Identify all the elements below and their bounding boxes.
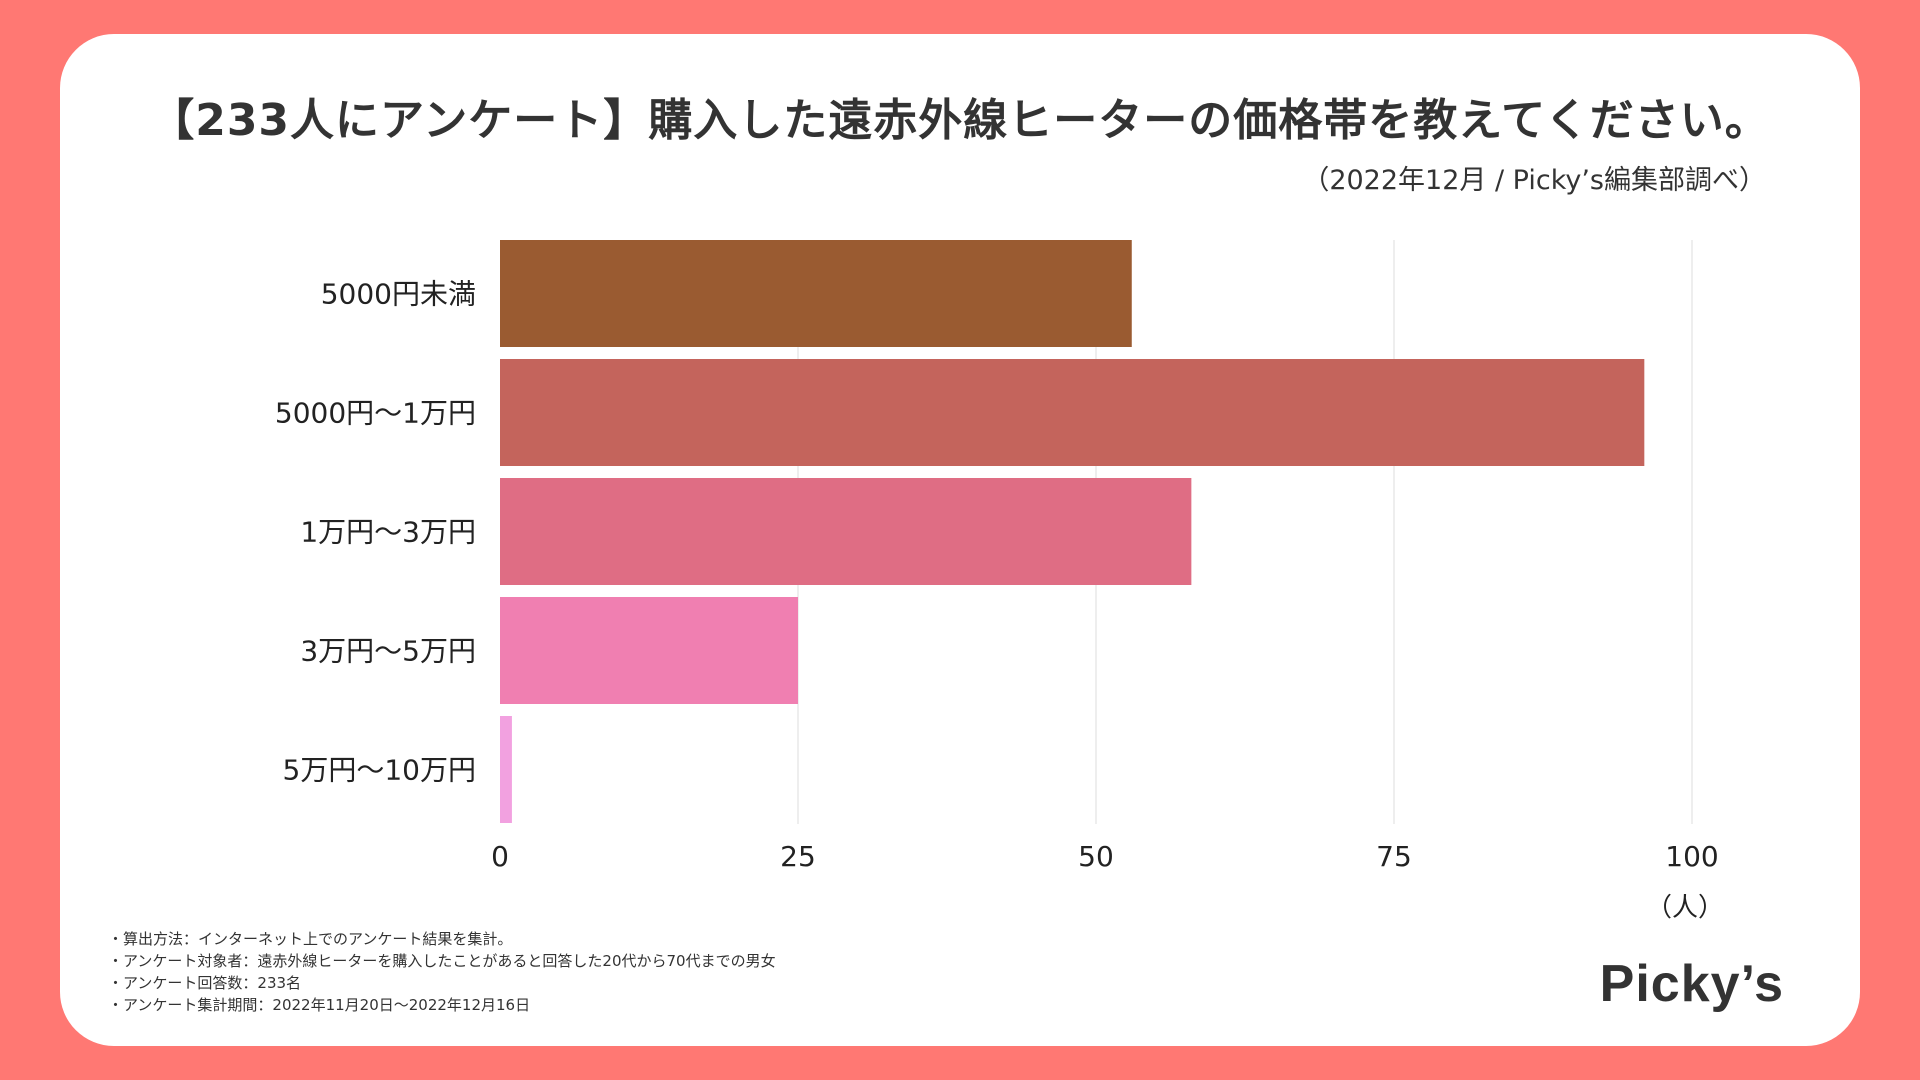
category-label: 5000円未満 [321,278,476,311]
bar-chart: 5000円未満 5000円〜1万円 1万円〜3万円 3万円〜5万円 5万円〜10万円 0… [275,240,1724,923]
bar [500,359,1645,466]
bar [500,597,798,704]
note-count: ・アンケート回答数：233名 [108,974,302,992]
bar [500,478,1192,585]
x-tick-label: 25 [780,840,816,873]
survey-notes: ・算出方法：インターネット上でのアンケート結果を集計。 ・アンケート対象者：遠赤… [108,928,776,1016]
x-tick-label: 100 [1665,840,1718,873]
x-tick-label: 0 [491,840,509,873]
chart-subtitle: （2022年12月 / Picky’s編集部調べ） [1302,165,1766,196]
category-label: 1万円〜3万円 [300,516,476,549]
note-target: ・アンケート対象者：遠赤外線ヒーターを購入したことがあると回答した20代から70… [108,952,776,970]
category-label: 3万円〜5万円 [300,635,476,668]
category-label: 5000円〜1万円 [275,397,476,430]
category-label: 5万円〜10万円 [283,754,476,787]
x-tick-label: 50 [1078,840,1114,873]
chart-title: 【233人にアンケート】購入した遠赤外線ヒーターの価格帯を教えてください。 [150,95,1770,146]
bar [500,240,1132,347]
note-period: ・アンケート集計期間：2022年11月20日〜2022年12月16日 [108,996,531,1014]
x-tick-label: 75 [1376,840,1412,873]
x-axis-label: （人） [1646,893,1724,923]
bar [500,716,512,823]
note-method: ・算出方法：インターネット上でのアンケート結果を集計。 [108,930,513,948]
brand-logo: Picky’s [1599,955,1784,1013]
chart-card: 【233人にアンケート】購入した遠赤外線ヒーターの価格帯を教えてください。 （2… [60,34,1860,1046]
